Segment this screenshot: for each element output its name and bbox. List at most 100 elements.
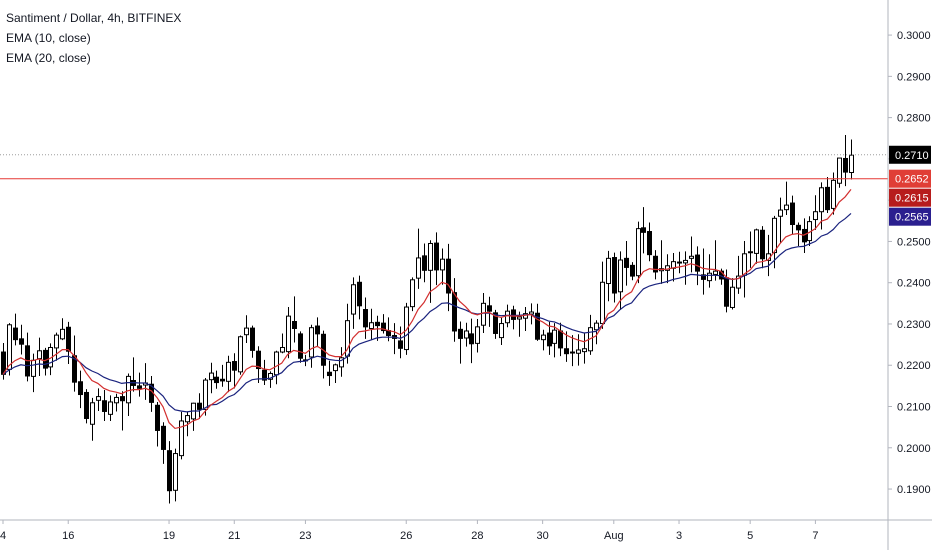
candle-up[interactable] [813,211,818,221]
candle-up[interactable] [280,346,285,353]
candle-up[interactable] [209,372,214,381]
candle-down[interactable] [469,333,474,345]
candle-down[interactable] [250,327,255,351]
ema10-legend[interactable]: EMA (10, close) [6,31,91,45]
candle-up[interactable] [707,272,712,282]
candle-up[interactable] [428,242,433,271]
candle-down[interactable] [220,378,225,382]
candle-up[interactable] [713,270,718,275]
candle-down[interactable] [630,264,635,277]
candle-down[interactable] [78,381,83,396]
candle-up[interactable] [576,349,581,354]
candle-up[interactable] [481,302,486,326]
candle-down[interactable] [760,229,765,260]
candle-up[interactable] [742,253,747,276]
candle-up[interactable] [185,415,190,423]
candle-up[interactable] [772,217,777,254]
candle-down[interactable] [796,224,801,231]
candle-up[interactable] [114,396,119,404]
candle-down[interactable] [256,350,261,370]
candle-up[interactable] [464,330,469,339]
candle-up[interactable] [606,257,611,285]
candle-down[interactable] [298,333,303,359]
candle-down[interactable] [547,332,552,347]
ema20-legend[interactable]: EMA (20, close) [6,51,91,65]
candle-up[interactable] [179,420,184,457]
candle-down[interactable] [452,292,457,332]
candle-down[interactable] [357,281,362,307]
candle-up[interactable] [618,259,623,293]
candle-down[interactable] [381,322,386,332]
candle-down[interactable] [422,255,427,271]
candle-up[interactable] [173,453,178,491]
candle-up[interactable] [736,275,741,289]
candle-up[interactable] [849,154,854,174]
candle-down[interactable] [446,258,451,294]
candle-down[interactable] [653,255,658,273]
candle-up[interactable] [126,375,131,404]
candle-up[interactable] [541,334,546,341]
candle-down[interactable] [137,385,142,389]
candle-down[interactable] [843,157,848,173]
candle-up[interactable] [7,324,12,370]
candle-down[interactable] [434,242,439,271]
candle-up[interactable] [529,311,534,315]
candle-down[interactable] [102,400,107,412]
candle-up[interactable] [339,357,344,368]
candle-up[interactable] [754,229,759,254]
candle-down[interactable] [232,361,237,371]
candle-up[interactable] [90,402,95,425]
candle-down[interactable] [120,396,125,402]
candle-up[interactable] [683,259,688,264]
candle-down[interactable] [802,228,807,243]
candle-down[interactable] [167,450,172,492]
candle-up[interactable] [96,396,101,401]
candle-down[interactable] [647,231,652,256]
candle-down[interactable] [564,348,569,355]
candle-down[interactable] [161,425,166,450]
candle-down[interactable] [511,309,516,320]
price-axis[interactable]: 0.1900 0.2000 0.2100 0.2200 0.2300 0.2400 0.25… [887,0,931,550]
candle-up[interactable] [819,187,824,213]
time-axis[interactable]: 4 16 19 21 23 26 28 30 Aug 3 5 7 [0,519,932,542]
candle-down[interactable] [262,369,267,381]
candle-up[interactable] [831,179,836,209]
candle-down[interactable] [701,274,706,280]
candle-down[interactable] [535,312,540,340]
candle-up[interactable] [784,204,789,211]
candle-up[interactable] [416,257,421,279]
candle-down[interactable] [214,376,219,384]
candle-up[interactable] [475,326,480,344]
candle-up[interactable] [689,255,694,259]
candle-up[interactable] [31,359,36,377]
candle-down[interactable] [315,325,320,335]
candle-down[interactable] [624,257,629,268]
candle-down[interactable] [13,327,18,341]
candle-down[interactable] [197,402,202,410]
candle-down[interactable] [825,186,830,211]
candle-up[interactable] [286,315,291,353]
symbol-title[interactable]: Santiment / Dollar, 4h, BITFINEX [6,11,182,25]
candle-down[interactable] [292,320,297,330]
candle-down[interactable] [748,251,753,254]
candle-up[interactable] [108,401,113,415]
candle-up[interactable] [730,286,735,308]
candle-up[interactable] [636,228,641,277]
candle-up[interactable] [778,209,783,217]
candle-down[interactable] [375,321,380,327]
candle-up[interactable] [517,316,522,320]
candle-down[interactable] [493,312,498,334]
candle-down[interactable] [84,391,89,419]
candle-down[interactable] [458,328,463,339]
candle-up[interactable] [238,336,243,373]
candle-up[interactable] [404,306,409,351]
candle-up[interactable] [594,322,599,331]
candle-down[interactable] [155,404,160,431]
candle-up[interactable] [351,284,356,315]
candle-up[interactable] [600,281,605,325]
candle-up[interactable] [226,361,231,382]
candle-up[interactable] [203,379,208,410]
candle-down[interactable] [612,257,617,294]
candle-up[interactable] [37,350,42,360]
